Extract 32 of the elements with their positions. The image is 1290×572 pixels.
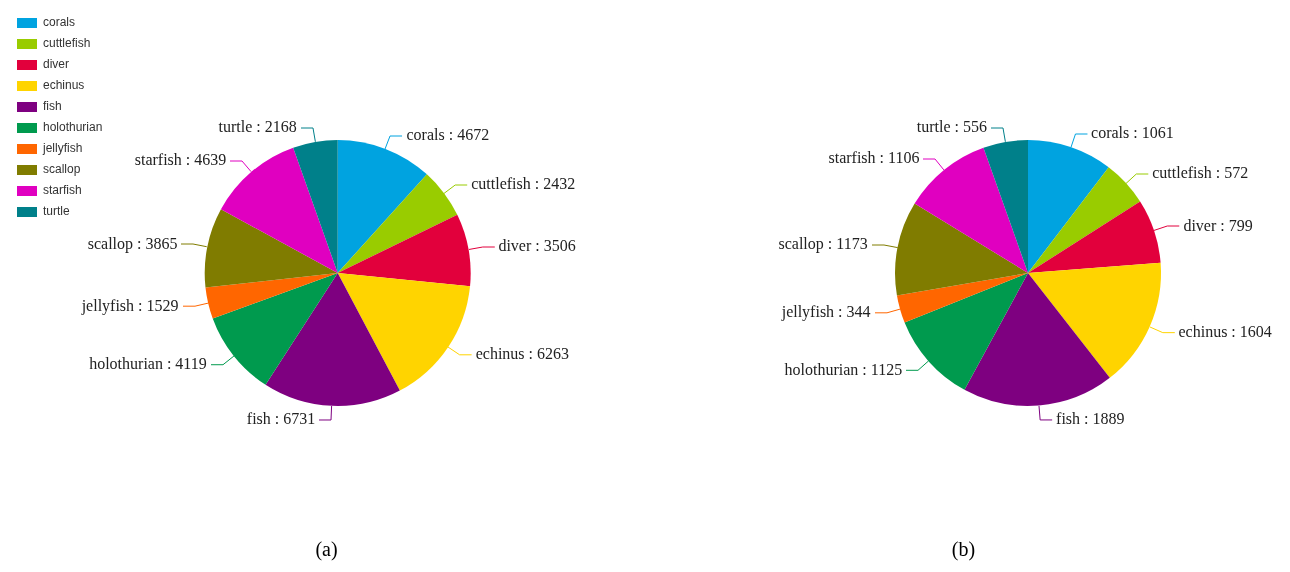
data-label: diver : 799 [1183, 216, 1253, 234]
data-label: echinus : 1604 [1178, 322, 1272, 340]
data-label: diver : 3506 [498, 237, 576, 255]
data-label: fish : 6731 [246, 410, 316, 428]
data-label: holothurian : 4119 [89, 354, 207, 372]
legend-label: diver [43, 57, 70, 72]
data-label: fish : 1889 [1056, 409, 1125, 427]
legend-label: corals [43, 15, 76, 30]
legend-label: turtle [43, 204, 70, 219]
text: (a) [314, 538, 339, 561]
data-label: starfish : 1106 [828, 149, 920, 167]
data-label: jellyfish : 1529 [80, 296, 179, 315]
data-label: jellyfish : 344 [780, 303, 871, 322]
data-label: scallop : 1173 [778, 235, 868, 254]
legend-label: cuttlefish [43, 36, 91, 51]
data-label: holothurian : 1125 [784, 360, 903, 378]
data-label: starfish : 4639 [134, 151, 227, 169]
data-label: corals : 1061 [1091, 123, 1174, 141]
data-label: turtle : 556 [916, 118, 988, 136]
data-label: turtle : 2168 [218, 118, 297, 136]
data-label: corals : 4672 [406, 126, 490, 144]
legend-label: scallop [43, 162, 81, 177]
data-label: cuttlefish : 2432 [471, 174, 576, 192]
legend-label: holothurian [43, 120, 103, 135]
legend-label: starfish [43, 183, 82, 198]
legend-label: fish [43, 99, 62, 114]
legend-label: echinus [43, 78, 85, 93]
text: (b) [950, 538, 977, 561]
legend-label: jellyfish [42, 141, 83, 156]
data-label: cuttlefish : 572 [1152, 163, 1249, 181]
data-label: scallop : 3865 [87, 234, 178, 253]
data-label: echinus : 6263 [475, 345, 570, 363]
